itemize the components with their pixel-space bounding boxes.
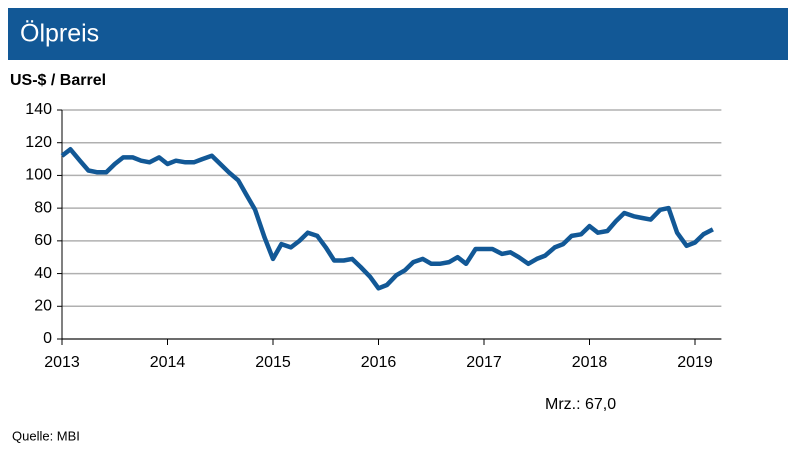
y-tick-label: 120 (25, 134, 52, 151)
y-axis-label: US-$ / Barrel (10, 72, 106, 89)
x-tick-label: 2016 (361, 354, 397, 371)
y-tick-label: 80 (34, 199, 52, 216)
x-tick-label: 2017 (466, 354, 502, 371)
x-tick-label: 2018 (572, 354, 608, 371)
price-line (60, 147, 714, 291)
x-tick-label: 2014 (150, 354, 186, 371)
y-tick-label: 0 (43, 330, 52, 347)
y-tick-label: 140 (25, 101, 52, 118)
x-tick-label: 2013 (44, 354, 80, 371)
header-bar (8, 8, 788, 60)
y-tick-label: 60 (34, 232, 52, 249)
y-tick-label: 40 (34, 265, 52, 282)
x-tick-label: 2015 (255, 354, 291, 371)
annotation: Mrz.: 67,0 (545, 396, 616, 413)
x-tick-label: 2019 (677, 354, 713, 371)
y-tick-label: 100 (25, 167, 52, 184)
chart-title: Ölpreis (20, 20, 99, 48)
y-tick-label: 20 (34, 298, 52, 315)
source: Quelle: MBI (12, 428, 80, 443)
